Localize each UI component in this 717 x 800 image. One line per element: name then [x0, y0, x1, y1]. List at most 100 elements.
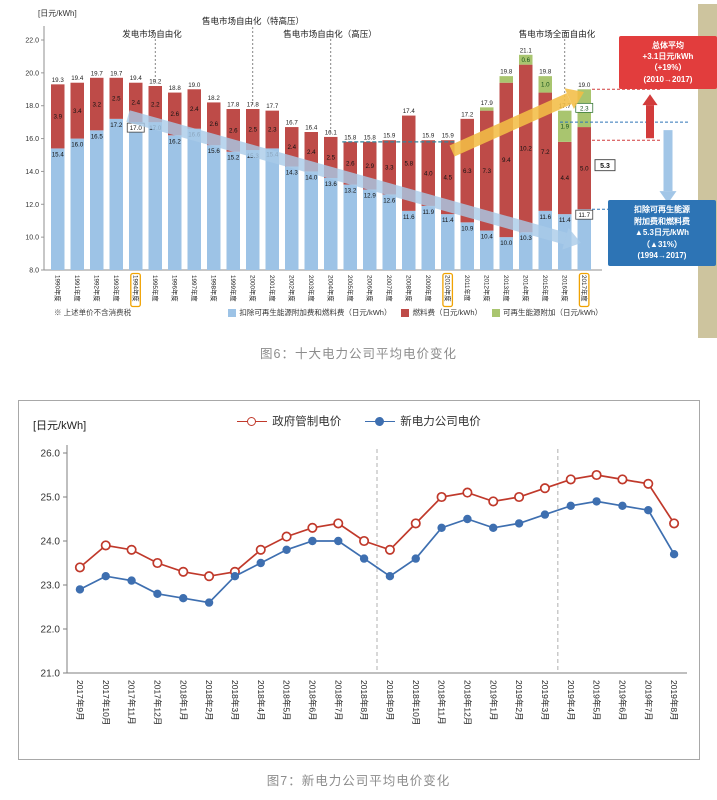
- legend-label: 可再生能源附加（日元/kWh）: [503, 308, 603, 317]
- callout-line: 扣除可再生能源: [634, 205, 690, 214]
- figure7-line-chart: 21.0 22.0 23.0 24.0 25.0 26.0 2017年9月 2017年10月 2…: [41, 445, 687, 725]
- fuel-value-label: 3.3: [385, 165, 394, 172]
- x-tick-label: 1992年度: [92, 275, 101, 302]
- data-point: [565, 474, 576, 485]
- segment-base-price: [421, 205, 435, 270]
- base-value-label: 11.6: [539, 214, 551, 221]
- x-tick: 2018年8月: [359, 680, 369, 721]
- segment-fuel-cost: [402, 115, 416, 211]
- data-point: [152, 557, 163, 569]
- y-tick-label: 23.0: [41, 581, 61, 592]
- segment-fuel-cost: [187, 89, 201, 129]
- data-point: [334, 536, 343, 546]
- x-tick-label: 2018年1月: [178, 680, 188, 721]
- y-tick-label: 22.0: [41, 625, 61, 636]
- segment-fuel-cost: [51, 84, 65, 149]
- x-tick: 2018年4月: [256, 680, 266, 721]
- bar-total-label: 15.8: [344, 134, 357, 141]
- x-tick: 2017年度: [578, 272, 590, 308]
- data-point: [101, 572, 110, 581]
- base-value-label: 10.9: [461, 225, 474, 232]
- segment-renewable-surcharge: [519, 54, 533, 65]
- data-point: [308, 536, 317, 546]
- segment-base-price: [324, 178, 338, 270]
- fuel-value-label: 5.8: [404, 160, 413, 167]
- segment-base-price: [363, 189, 377, 270]
- x-tick-label: 2015年度: [541, 275, 550, 302]
- base-value-label: 12.6: [383, 197, 396, 204]
- bar-2001年度: 17.72.315.4: [265, 103, 279, 270]
- x-tick: 2006年度: [365, 275, 374, 302]
- segment-base-price: [246, 150, 260, 270]
- x-tick-label: 2019年1月: [488, 680, 498, 721]
- data-point: [75, 585, 85, 594]
- x-tick: 2019年3月: [540, 680, 550, 721]
- segment-base-price: [129, 122, 143, 271]
- data-point: [153, 589, 162, 599]
- x-tick: 2007年度: [385, 275, 394, 302]
- data-point: [463, 514, 472, 524]
- segment-base-price: [148, 122, 162, 271]
- segment-fuel-cost: [246, 109, 260, 151]
- x-tick: 2019年2月: [514, 680, 524, 721]
- rise-arrow-head: [564, 88, 584, 109]
- legend-swatch: [228, 308, 237, 317]
- decline-arrow-head: [562, 227, 581, 250]
- segment-renewable-surcharge: [480, 107, 494, 111]
- base-value-label: 11.9: [422, 209, 434, 216]
- figure6-stacked-bar-chart: 8.0 10.0 12.0 14.0 16.0 18.0 20.0 22.0 19.3 3.9 15…: [25, 26, 690, 308]
- data-point: [204, 571, 215, 582]
- renewable-value-label: 2.3: [580, 105, 589, 112]
- data-point: [618, 501, 627, 511]
- bar-1992年度: 19.7 3.2 16.5: [90, 70, 104, 270]
- x-tick-label: 1990年度: [53, 275, 62, 302]
- bar-2005年度: 15.8 2.6 13.2: [343, 134, 357, 270]
- x-tick: 2004年度: [326, 275, 335, 302]
- x-tick-label: 2018年2月: [204, 680, 214, 721]
- fuel-value-label: 3.9: [53, 114, 62, 121]
- callout-line: （+19%）: [649, 63, 687, 73]
- bar-total-label: 19.0: [578, 82, 591, 89]
- x-tick-label: 2017年11月: [127, 680, 137, 725]
- base-value-label: 14.0: [305, 174, 318, 181]
- fuel-value-label: 5.0: [580, 165, 589, 172]
- bar-1991年度: 19.4 3.4 16.0: [70, 75, 84, 270]
- bar-total-label: 17.8: [227, 102, 240, 109]
- legend-label: 燃料费（日元/kWh）: [412, 308, 483, 317]
- bar-total-label: 19.4: [130, 75, 143, 82]
- data-point: [256, 558, 265, 568]
- segment-fuel-cost: [70, 82, 84, 139]
- open-circle-marker-icon: [237, 416, 268, 427]
- increase-arrow-head: [642, 94, 658, 106]
- x-label-highlight: [130, 272, 141, 308]
- bar-total-label: 19.7: [110, 70, 123, 77]
- annotation-generation-liberalization: 发电市场自由化: [122, 29, 182, 39]
- base-value-label: 10.4: [481, 234, 494, 241]
- bar-total-label: 17.7: [266, 103, 279, 110]
- x-tick: 2017年12月: [152, 680, 162, 725]
- data-point: [488, 496, 499, 507]
- data-point: [617, 474, 628, 485]
- y-tick-label: 25.0: [41, 493, 61, 504]
- x-tick: 2019年5月: [592, 680, 602, 721]
- callout-line: (2010→2017): [643, 74, 693, 84]
- data-point: [592, 497, 601, 506]
- bar-2002年度: 16.7 2.4 14.3: [285, 120, 299, 270]
- segment-base-price: [460, 222, 474, 270]
- figure6-footnote: ※ 上述单价不含消费税: [54, 308, 132, 317]
- x-tick-label: 2014年度: [521, 275, 530, 302]
- x-tick-label: 2018年12月: [462, 680, 472, 725]
- bar-2006年度: 15.8 2.9 12.9: [363, 134, 377, 270]
- x-tick: 2010年度: [442, 272, 454, 308]
- x-label-highlight: [442, 272, 454, 308]
- x-tick-label: 2018年7月: [333, 680, 343, 721]
- x-tick-label: 2019年8月: [669, 680, 679, 721]
- figure7-legend: 政府管制电价 新电力公司电价: [19, 413, 699, 429]
- x-tick-label: 1994年度: [131, 275, 140, 302]
- x-tick: 2017年9月: [75, 680, 85, 721]
- fuel-value-label: 2.6: [346, 160, 355, 167]
- base-value-label: 11.6: [403, 214, 415, 221]
- bar-2016年度: 17.74.411.41.9: [558, 103, 572, 270]
- segment-base-price: [207, 145, 221, 270]
- callout-line: （▲31%）: [642, 239, 682, 249]
